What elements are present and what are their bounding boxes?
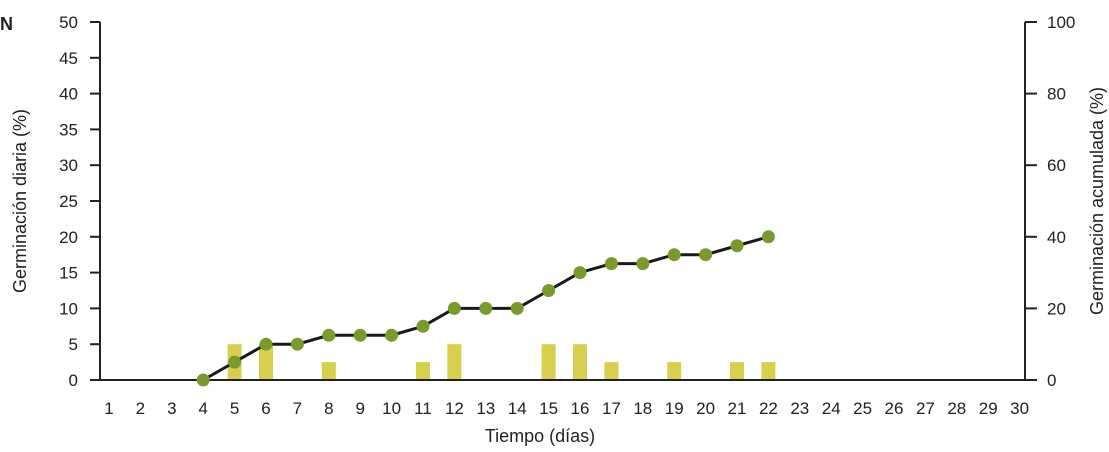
x-tick-label: 14 — [508, 399, 527, 418]
cumulative-point-day-20 — [699, 248, 713, 262]
x-tick-label: 6 — [261, 399, 270, 418]
bar-day-19 — [667, 362, 682, 380]
right-tick-label: 0 — [1047, 371, 1056, 390]
x-tick-label: 11 — [414, 399, 432, 418]
left-axis-title: Germinación diaria (%) — [10, 109, 30, 293]
left-tick-label: 0 — [69, 371, 78, 390]
x-tick-label: 1 — [104, 399, 113, 418]
x-tick-label: 15 — [539, 399, 558, 418]
x-tick-label: 27 — [916, 399, 935, 418]
left-tick-label: 35 — [59, 120, 78, 139]
x-tick-label: 26 — [885, 399, 904, 418]
right-tick-label: 20 — [1047, 299, 1066, 318]
cumulative-point-day-5 — [228, 355, 242, 369]
cumulative-point-day-14 — [510, 301, 524, 315]
left-tick-label: 15 — [59, 264, 78, 283]
x-tick-label: 9 — [355, 399, 364, 418]
x-tick-label: 22 — [759, 399, 778, 418]
x-tick-label: 24 — [822, 399, 841, 418]
bar-day-22 — [761, 362, 776, 380]
cumulative-point-day-15 — [542, 284, 556, 297]
left-tick-label: 45 — [59, 49, 78, 68]
x-tick-label: 21 — [728, 399, 747, 418]
left-tick-label: 20 — [59, 228, 78, 247]
x-tick-label: 3 — [167, 399, 176, 418]
cumulative-point-day-18 — [636, 257, 650, 271]
x-axis-title: Tiempo (días) — [485, 426, 595, 446]
left-tick-label: 30 — [59, 156, 78, 175]
x-tick-label: 18 — [633, 399, 652, 418]
cumulative-point-day-12 — [447, 301, 461, 315]
bar-day-12 — [447, 344, 462, 380]
x-tick-label: 7 — [293, 399, 302, 418]
right-axis-ticks: 0 20 40 60 80 100 — [1025, 13, 1075, 390]
left-tick-label: 40 — [59, 85, 78, 104]
x-tick-label: 8 — [324, 399, 333, 418]
x-axis-ticks: 1 2 3 4 5 6 7 8 9 10 11 12 13 14 15 16 17 18 19 20 21 22 23 24 2… — [104, 399, 1029, 418]
right-tick-label: 40 — [1047, 228, 1066, 247]
x-tick-label: 28 — [947, 399, 966, 418]
cumulative-point-day-19 — [667, 248, 681, 262]
x-tick-label: 4 — [198, 399, 207, 418]
bar-day-6 — [259, 344, 273, 380]
bar-day-15 — [541, 344, 556, 380]
left-tick-label: 25 — [59, 192, 78, 211]
x-tick-label: 2 — [136, 399, 145, 418]
left-tick-label: 10 — [59, 299, 78, 318]
left-tick-label: 5 — [69, 335, 78, 354]
x-tick-label: 16 — [571, 399, 590, 418]
x-tick-label: 23 — [790, 399, 809, 418]
right-axis-title: Germinación acumulada (%) — [1087, 87, 1107, 315]
cumulative-point-day-21 — [730, 239, 744, 253]
cumulative-point-day-9 — [353, 328, 367, 342]
cumulative-point-day-7 — [290, 337, 304, 351]
cumulative-point-day-6 — [259, 337, 273, 351]
x-tick-label: 13 — [476, 399, 495, 418]
line-layer — [196, 230, 775, 387]
cumulative-point-day-16 — [573, 266, 587, 280]
right-tick-label: 60 — [1047, 156, 1066, 175]
x-tick-label: 5 — [230, 399, 239, 418]
x-tick-label: 12 — [445, 399, 464, 418]
cumulative-point-day-11 — [416, 319, 430, 333]
cumulative-point-day-17 — [604, 257, 618, 271]
x-tick-label: 29 — [979, 399, 998, 418]
right-tick-label: 80 — [1047, 85, 1066, 104]
left-tick-label: 50 — [59, 13, 78, 32]
right-tick-label: 100 — [1047, 13, 1075, 32]
left-axis-ticks: 0 5 10 15 20 25 30 35 40 45 50 — [59, 13, 100, 390]
bar-day-8 — [321, 362, 336, 380]
x-tick-label: 20 — [696, 399, 715, 418]
x-tick-label: 19 — [665, 399, 684, 418]
x-tick-label: 30 — [1010, 399, 1029, 418]
cumulative-point-day-4 — [196, 373, 210, 387]
panel-label: N — [0, 14, 13, 34]
bar-day-16 — [573, 344, 587, 380]
x-tick-label: 10 — [382, 399, 401, 418]
cumulative-point-day-8 — [322, 328, 336, 342]
x-tick-label: 25 — [853, 399, 872, 418]
bar-day-17 — [604, 362, 619, 380]
cumulative-point-day-13 — [479, 301, 493, 315]
cumulative-point-day-10 — [385, 328, 399, 342]
bar-day-21 — [730, 362, 744, 380]
x-tick-label: 17 — [602, 399, 621, 418]
cumulative-point-day-22 — [761, 230, 775, 244]
bars-layer — [227, 344, 776, 380]
bar-day-11 — [416, 362, 430, 380]
